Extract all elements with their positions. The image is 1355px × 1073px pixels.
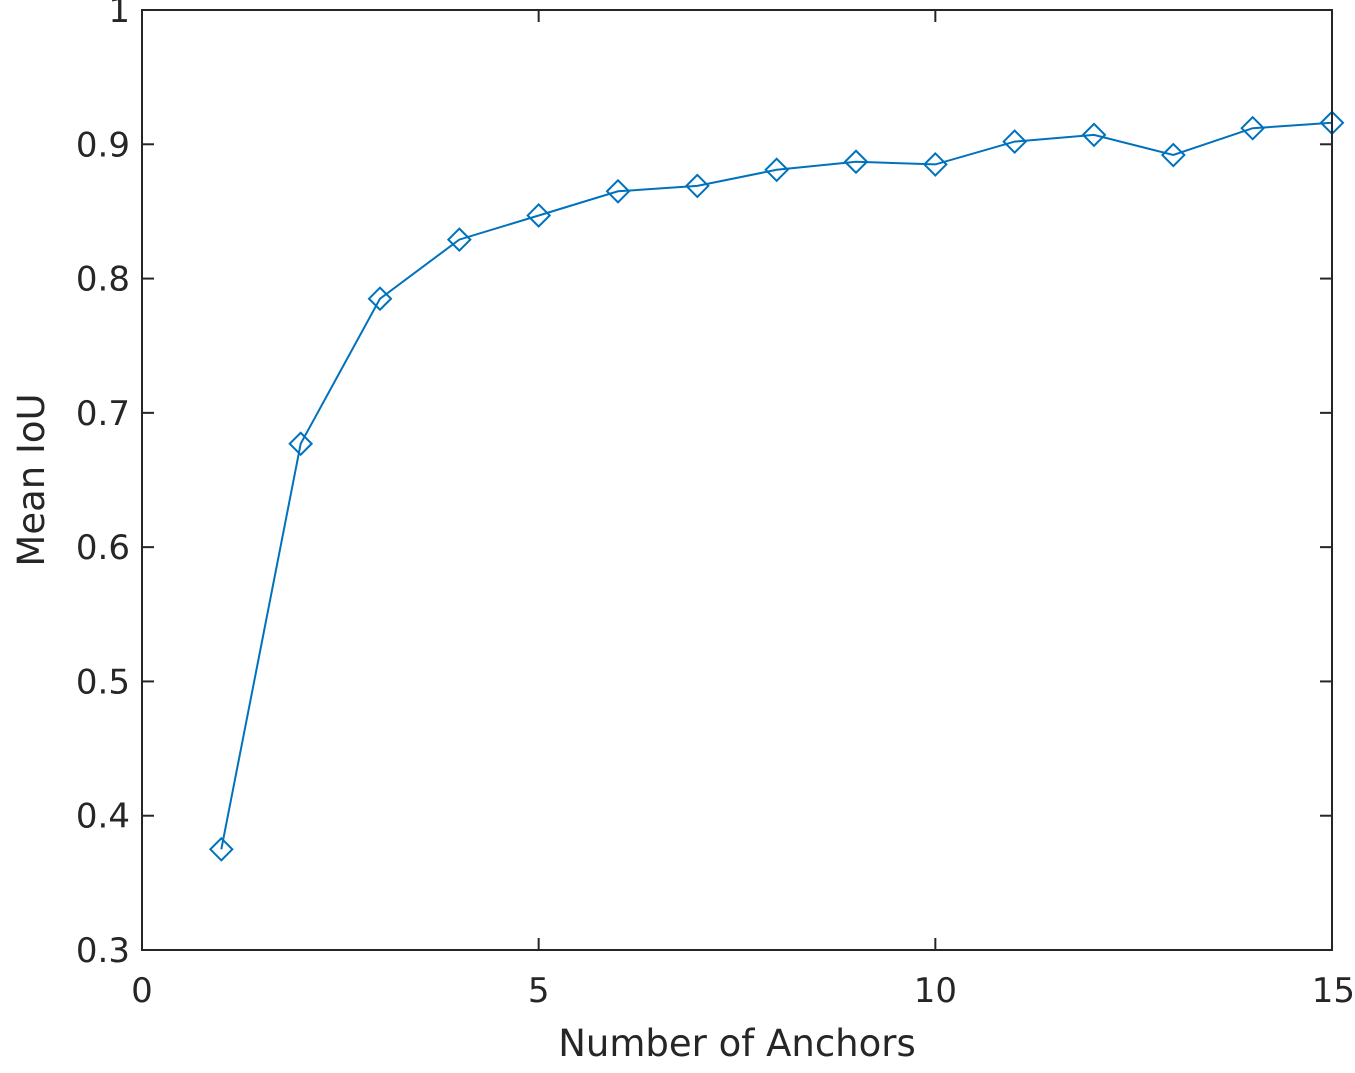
series-layer (208, 110, 1345, 862)
series-line (220, 121, 1333, 850)
y-tick-label: 0.7 (76, 394, 130, 434)
data-point (288, 431, 314, 457)
y-tick-label: 0.4 (76, 797, 130, 837)
data-point (764, 157, 790, 183)
y-tick-label: 0.5 (76, 662, 130, 702)
plot-frame (141, 9, 1333, 951)
data-point (208, 836, 234, 862)
data-point (1002, 129, 1028, 155)
x-tick-label: 10 (914, 971, 957, 1011)
data-point (684, 173, 710, 199)
y-tick-label: 0.9 (76, 125, 130, 165)
data-point (922, 152, 948, 177)
y-tick-label: 0.8 (76, 260, 130, 300)
data-point (1160, 142, 1186, 168)
data-point (526, 203, 552, 228)
x-tick-label: 15 (1312, 971, 1355, 1011)
x-tick-label: 5 (528, 971, 550, 1011)
data-point (367, 286, 393, 312)
x-axis-title: Number of Anchors (558, 1022, 916, 1065)
data-point (446, 227, 472, 253)
y-axis-title: Mean IoU (10, 393, 53, 566)
y-tick-label: 0.3 (76, 931, 130, 971)
labels-layer: 0 5 10 15 0.3 0.4 0.5 0.6 0.7 0.8 0.9 1 (76, 0, 1355, 1011)
y-tick-label: 1 (108, 0, 130, 31)
data-point (843, 149, 869, 175)
data-point (1240, 115, 1266, 141)
data-point (605, 178, 631, 204)
y-tick-label: 0.6 (76, 528, 130, 568)
x-tick-label: 0 (131, 971, 153, 1011)
data-point (1081, 122, 1107, 148)
